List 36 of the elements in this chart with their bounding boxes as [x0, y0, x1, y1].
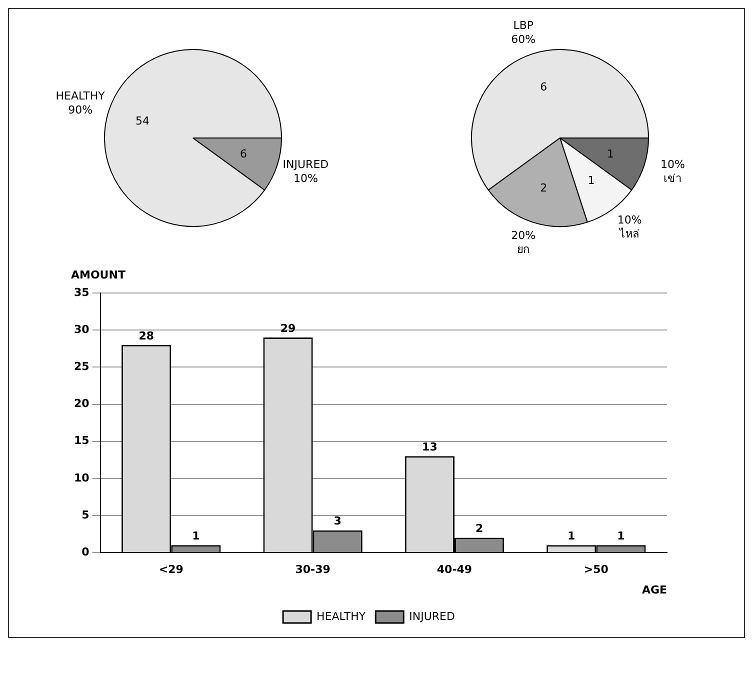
- data-label: 28: [138, 329, 154, 342]
- x-tick-label: >50: [583, 563, 608, 576]
- data-label: 6: [540, 80, 548, 94]
- y-tick-label: 10: [73, 471, 90, 484]
- y-tick-label: 35: [73, 286, 89, 299]
- x-tick-label: 40-49: [436, 563, 472, 576]
- y-tick-label: 0: [81, 545, 90, 558]
- y-tick-label: 30: [73, 322, 90, 336]
- y-tick-label: 25: [73, 360, 89, 374]
- data-label: 13: [422, 440, 437, 454]
- data-label: 1: [616, 530, 624, 543]
- slice-label: LBP 60%: [511, 18, 536, 46]
- data-label: 1: [192, 530, 200, 543]
- legend-label: INJURED: [408, 610, 454, 623]
- slice-label: 10% เข่า: [660, 158, 686, 186]
- data-label: 3: [333, 514, 341, 528]
- x-axis-title: AGE: [641, 583, 666, 596]
- slice-label: 10% ไหล่: [618, 213, 642, 240]
- slice-label: 20% ยก: [511, 228, 536, 256]
- data-label: 1: [567, 530, 575, 543]
- data-label: 54: [135, 114, 150, 128]
- y-tick-label: 5: [81, 508, 89, 522]
- y-tick-label: 20: [73, 397, 90, 410]
- data-label: 6: [240, 147, 247, 160]
- slice-label: INJURED 10%: [282, 158, 328, 186]
- data-label: 1: [588, 174, 595, 187]
- legend-label: HEALTHY: [316, 610, 366, 623]
- x-tick-label: <29: [158, 563, 183, 576]
- y-axis-title: AMOUNT: [70, 268, 126, 282]
- slice-label: HEALTHY 90%: [56, 90, 105, 117]
- data-label: 2: [540, 181, 548, 194]
- y-tick-label: 15: [73, 434, 89, 448]
- data-label: 1: [607, 147, 614, 160]
- data-label: 2: [474, 522, 483, 536]
- x-tick-label: 30-39: [294, 563, 330, 576]
- data-label: 29: [280, 322, 296, 335]
